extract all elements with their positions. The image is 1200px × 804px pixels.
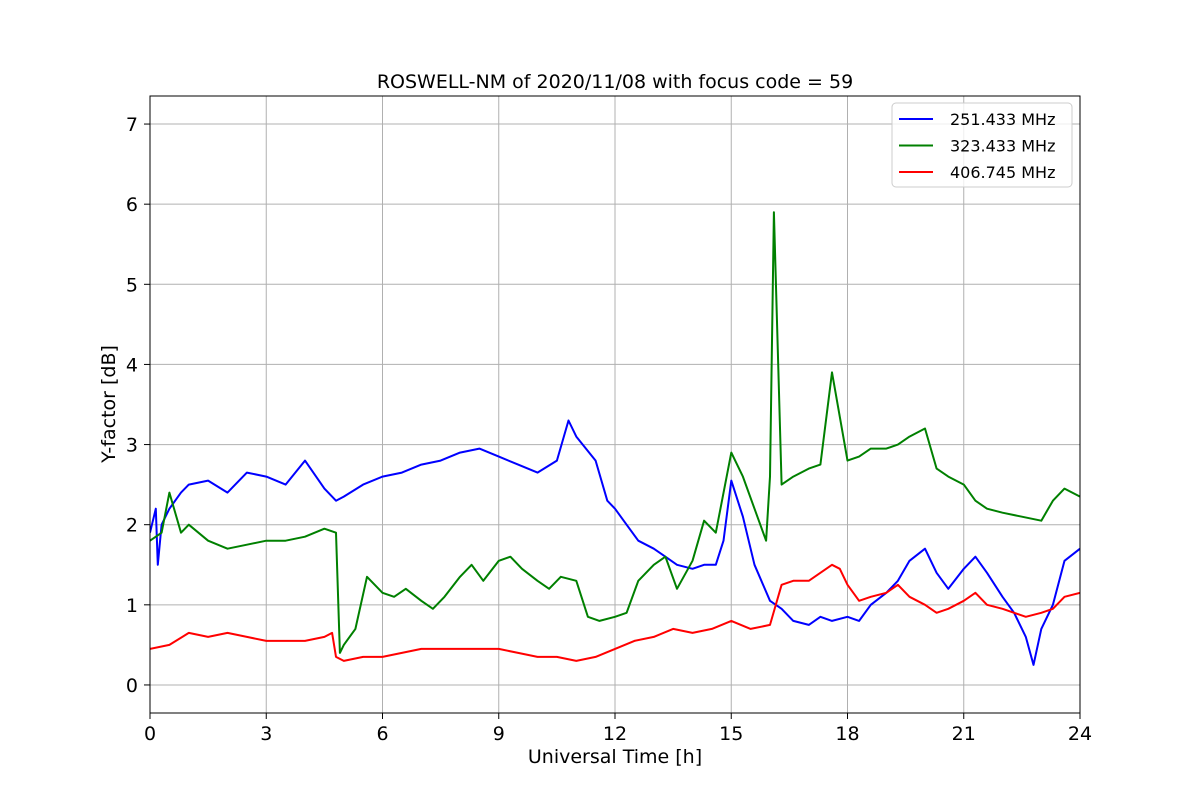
x-tick-label: 21 xyxy=(952,723,976,745)
series-line-3 xyxy=(150,563,1080,662)
y-tick-label: 1 xyxy=(126,595,138,617)
y-tick-label: 7 xyxy=(126,114,138,136)
x-tick-label: 24 xyxy=(1068,723,1092,745)
x-tick-label: 12 xyxy=(603,723,627,745)
legend-label: 406.745 MHz xyxy=(950,163,1055,182)
x-axis: 0 3 6 9 12 15 18 21 24 xyxy=(144,713,1092,745)
chart-title: ROSWELL-NM of 2020/11/08 with focus code… xyxy=(377,71,853,93)
y-tick-label: 4 xyxy=(126,354,138,376)
y-tick-label: 3 xyxy=(126,435,138,457)
y-tick-label: 6 xyxy=(126,194,138,216)
y-axis: 0 1 2 3 4 5 6 7 xyxy=(126,114,150,697)
series-line-2 xyxy=(150,211,1080,654)
x-axis-label: Universal Time [h] xyxy=(528,746,702,768)
x-tick-label: 18 xyxy=(835,723,859,745)
x-tick-label: 6 xyxy=(376,723,388,745)
series-line-1 xyxy=(150,419,1080,666)
y-axis-label: Y-factor [dB] xyxy=(98,345,120,464)
y-tick-label: 2 xyxy=(126,515,138,537)
x-tick-label: 9 xyxy=(493,723,505,745)
y-tick-label: 0 xyxy=(126,675,138,697)
grid xyxy=(149,96,1081,713)
x-tick-label: 0 xyxy=(144,723,156,745)
legend-label: 323.433 MHz xyxy=(950,137,1055,156)
y-tick-label: 5 xyxy=(126,274,138,296)
x-tick-label: 3 xyxy=(260,723,272,745)
legend: 251.433 MHz 323.433 MHz 406.745 MHz xyxy=(891,102,1073,188)
plot-series-group xyxy=(150,211,1080,666)
legend-box xyxy=(891,102,1073,188)
legend-label: 251.433 MHz xyxy=(950,110,1055,129)
x-tick-label: 15 xyxy=(719,723,743,745)
